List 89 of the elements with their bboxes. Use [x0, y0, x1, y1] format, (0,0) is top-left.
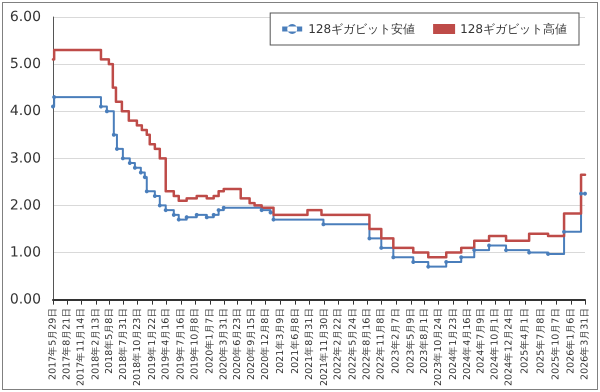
x-tick-label: 2017年5月29日: [46, 308, 58, 380]
point: [216, 208, 221, 212]
x-tick-label: 2024年12月24日: [502, 308, 514, 386]
x-tick-label: 2022年11月8日: [374, 308, 386, 380]
y-tick-label: 3.00: [10, 150, 41, 166]
point: [272, 218, 276, 222]
x-tick-label: 2025年10月7日: [550, 308, 562, 380]
x-tick-label: 2020年3月31日: [217, 308, 230, 380]
point: [321, 222, 326, 226]
point: [112, 132, 116, 137]
x-tick-label: 2023年8月1日: [418, 308, 430, 374]
x-tick-label: 2018年10月23日: [130, 308, 143, 386]
point: [260, 208, 264, 212]
point: [268, 210, 273, 214]
x-tick-label: 2021年11月30日: [318, 308, 330, 386]
x-tick-label: 2026年1月6日: [564, 308, 577, 374]
x-tick-label: 2018年7月31日: [117, 308, 130, 380]
x-tick-label: 2020年12月8日: [258, 308, 271, 380]
y-tick-label: 2.00: [10, 197, 41, 214]
x-tick-label: 2021年3月9日: [274, 308, 286, 374]
x-tick-label: 2020年1月7日: [204, 308, 216, 374]
y-tick-label: 6.00: [10, 9, 41, 25]
x-tick-label: 2017年8月21日: [60, 308, 72, 380]
x-tick-label: 2021年8月31日: [302, 308, 315, 380]
point: [98, 104, 103, 109]
y-tick-label: 1.00: [10, 244, 41, 261]
x-tick-label: 2024年7月9日: [474, 308, 487, 374]
point: [51, 104, 55, 109]
x-tick-label: 2019年4月16日: [160, 308, 172, 380]
point: [583, 192, 587, 196]
point: [487, 243, 492, 248]
x-tick-label: 2022年8月16日: [360, 308, 372, 380]
x-tick-label: 2019年10月8日: [188, 308, 201, 380]
x-tick-label: 2019年1月22日: [146, 308, 158, 380]
legend-label: 128ギガビット安値: [308, 22, 416, 36]
x-tick-label: 2024年1月23日: [446, 308, 459, 380]
x-tick-label: 2018年2月13日: [89, 308, 102, 380]
x-tick-label: 2019年7月16日: [174, 308, 187, 380]
point: [391, 255, 396, 260]
point: [152, 194, 157, 198]
point: [132, 166, 137, 170]
point: [472, 248, 476, 252]
point: [194, 212, 199, 217]
y-tick-label: 4.00: [10, 103, 41, 120]
point: [527, 250, 532, 255]
legend-label: 128ギガビット高値: [460, 22, 567, 36]
point: [114, 146, 119, 151]
y-tick-label: 0.00: [10, 292, 41, 308]
x-tick-label: 2022年2月22日: [332, 308, 344, 380]
x-tick-label: 2017年11月14日: [74, 308, 86, 386]
point: [142, 175, 147, 180]
point: [144, 189, 149, 194]
x-tick-label: 2023年10月24日: [432, 308, 444, 386]
point: [367, 236, 372, 240]
point: [379, 246, 384, 250]
x-tick-label: 2021年6月8日: [288, 308, 301, 374]
point: [138, 170, 143, 174]
point: [176, 218, 181, 222]
point: [426, 264, 430, 269]
point: [444, 260, 448, 264]
x-tick-label: 2024年4月16日: [460, 308, 473, 380]
point: [504, 248, 508, 252]
x-tick-label: 2020年9月15日: [245, 308, 258, 380]
point: [212, 212, 216, 217]
x-tick-label: 2023年5月9日: [404, 308, 416, 374]
x-tick-label: 2026年3月31日: [578, 308, 590, 380]
x-tick-label: 2024年10月1日: [488, 308, 501, 380]
x-tick-label: 2022年5月24日: [346, 308, 359, 380]
point: [222, 206, 226, 210]
point: [459, 255, 464, 260]
point: [104, 109, 109, 114]
point: [52, 95, 56, 100]
x-tick-label: 2025年7月8日: [534, 308, 547, 374]
y-tick-label: 5.00: [10, 56, 41, 72]
point: [158, 203, 162, 208]
point: [120, 156, 125, 160]
x-tick-label: 2025年4月1日: [518, 308, 531, 374]
point: [184, 215, 189, 220]
point: [562, 230, 566, 234]
x-tick-label: 2023年2月7日: [389, 308, 402, 374]
point: [546, 252, 550, 256]
point: [204, 215, 209, 220]
point: [172, 212, 176, 217]
point: [164, 208, 168, 212]
x-tick-label: 2020年6月23日: [231, 308, 244, 380]
point: [128, 161, 132, 166]
x-tick-label: 2018年5月8日: [103, 308, 116, 374]
point: [411, 260, 416, 264]
point: [579, 192, 584, 196]
